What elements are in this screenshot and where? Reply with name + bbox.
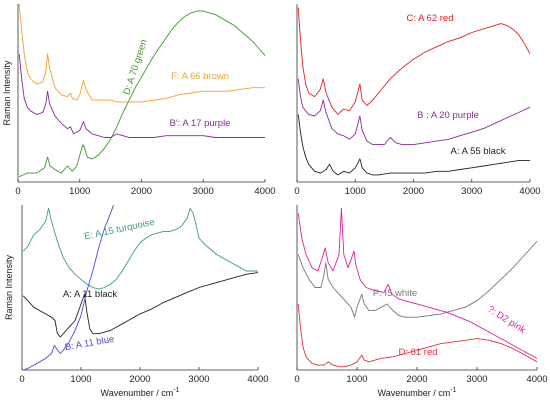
series-line-b-a-20-purple <box>297 78 531 146</box>
x-axis-title-superscript: -1 <box>450 387 456 394</box>
series-line-c-a-62-red <box>297 7 531 115</box>
series-label-d2-pink: ?: D2 pink <box>485 304 527 336</box>
series-line-d2-pink <box>297 207 538 359</box>
series-line-d-a-70-green <box>19 10 266 178</box>
chart-panel-top-right: 0 1000 2000 3000 4000 C: A 62 red B : A 20 pur… <box>294 4 541 197</box>
x-tick-label: 4000 <box>519 186 540 197</box>
series-line-e-a-15-turquoise <box>22 207 258 290</box>
series-label-a-a-55-black: A: A 55 black <box>451 146 506 157</box>
series-line-f-a-66-brown <box>18 3 265 103</box>
x-tick-label: 0 <box>19 374 24 385</box>
series-line-d-61-red <box>297 303 538 368</box>
x-tick-label: 1000 <box>345 186 366 197</box>
x-tick-label: 4000 <box>247 374 268 385</box>
x-axis-title-superscript: -1 <box>173 387 179 394</box>
chart-panel-bottom-right: 0 1000 2000 3000 4000 Wavenumber / cm-1 P: I5 … <box>294 205 548 398</box>
x-axis-title: Wavenumber / cm-1 <box>378 387 457 398</box>
x-tick-label: 4000 <box>254 186 275 197</box>
series-label-f-a-66-brown: F: A 66 brown <box>171 71 229 82</box>
x-tick-label: 0 <box>294 374 299 385</box>
chart-panel-bottom-left: 0 1000 2000 3000 4000 Raman Intensity Wavenumb… <box>4 204 269 398</box>
x-tick-label: 3000 <box>188 374 209 385</box>
series-line-a-a-55-black <box>297 114 530 176</box>
series-label-a-a-11-black: A: A 11 black <box>63 289 117 300</box>
series-line-b-a-11-blue <box>23 204 114 371</box>
x-axis-title: Wavenumber / cm-1 <box>101 387 180 398</box>
x-tick-label: 2000 <box>406 374 427 385</box>
x-tick-label: 1000 <box>346 374 367 385</box>
y-axis-title: Raman Intensity <box>2 60 12 126</box>
series-line-p-i5-white <box>297 240 538 318</box>
x-tick-label: 1000 <box>69 186 90 197</box>
series-line-a-a-11-black <box>22 272 259 338</box>
x-tick-label: 3000 <box>461 186 482 197</box>
series-label-c-a-62-red: C: A 62 red <box>406 13 453 24</box>
series-label-b-a-17-purple: B': A 17 purple <box>170 118 231 129</box>
series-label-d-61-red: D: 61 red <box>398 347 437 358</box>
y-axis-title: Raman Intensity <box>4 254 14 320</box>
x-tick-label: 3000 <box>193 186 214 197</box>
x-tick-label: 2000 <box>403 186 424 197</box>
x-tick-label: 1000 <box>70 374 91 385</box>
x-tick-label: 0 <box>15 186 20 197</box>
series-label-b-a-20-purple: B : A 20 purple <box>417 110 479 121</box>
series-label-p-i5-white: P: I5 white <box>373 288 417 299</box>
x-tick-label: 3000 <box>466 374 487 385</box>
series-line-b-a-17-purple <box>18 53 265 138</box>
x-tick-label: 2000 <box>131 186 152 197</box>
x-tick-label: 4000 <box>526 374 547 385</box>
x-tick-label: 2000 <box>129 374 150 385</box>
x-tick-label: 0 <box>294 186 299 197</box>
